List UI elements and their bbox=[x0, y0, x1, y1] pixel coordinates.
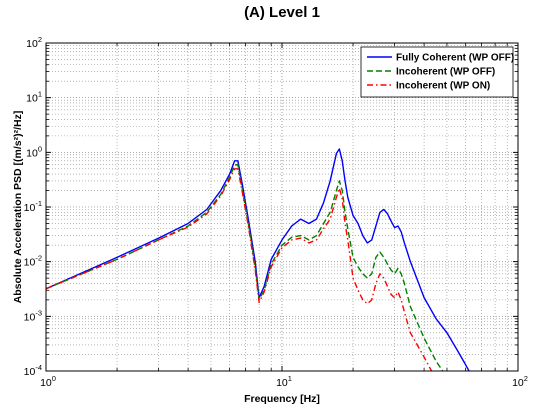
y-tick-label: 10-3 bbox=[24, 308, 42, 323]
x-tick-label: 100 bbox=[40, 374, 56, 389]
y-tick-label: 102 bbox=[26, 35, 42, 50]
y-axis-label: Absolute Acceleration PSD [(m/s²)²/Hz] bbox=[12, 111, 24, 304]
series-line-2 bbox=[46, 163, 444, 371]
y-tick-label: 10-4 bbox=[24, 363, 42, 378]
y-tick-label: 10-1 bbox=[24, 199, 42, 214]
x-tick-label: 102 bbox=[512, 374, 528, 389]
y-tick-label: 101 bbox=[26, 90, 42, 105]
legend-box bbox=[360, 46, 514, 98]
x-tick-label: 101 bbox=[276, 374, 292, 389]
series-line-3 bbox=[46, 168, 433, 371]
legend-label-1: Fully Coherent (WP OFF) bbox=[396, 53, 514, 64]
legend: Fully Coherent (WP OFF) Incoherent (WP OF… bbox=[360, 46, 514, 98]
chart-title: (A) Level 1 bbox=[244, 4, 320, 21]
legend-label-2: Incoherent (WP OFF) bbox=[396, 67, 495, 78]
series-line-1 bbox=[46, 148, 470, 371]
axis-ticks: 100 101 102 102 101 100 10-1 10-2 10-3 10-4 bbox=[24, 35, 528, 389]
grid bbox=[46, 43, 518, 371]
y-tick-label: 100 bbox=[26, 144, 42, 159]
legend-label-3: Incoherent (WP ON) bbox=[396, 81, 490, 92]
legend-entries: Fully Coherent (WP OFF) Incoherent (WP OF… bbox=[367, 53, 514, 92]
series-lines bbox=[46, 148, 470, 371]
x-axis-label: Frequency [Hz] bbox=[244, 393, 320, 405]
y-tick-label: 10-2 bbox=[24, 254, 42, 269]
